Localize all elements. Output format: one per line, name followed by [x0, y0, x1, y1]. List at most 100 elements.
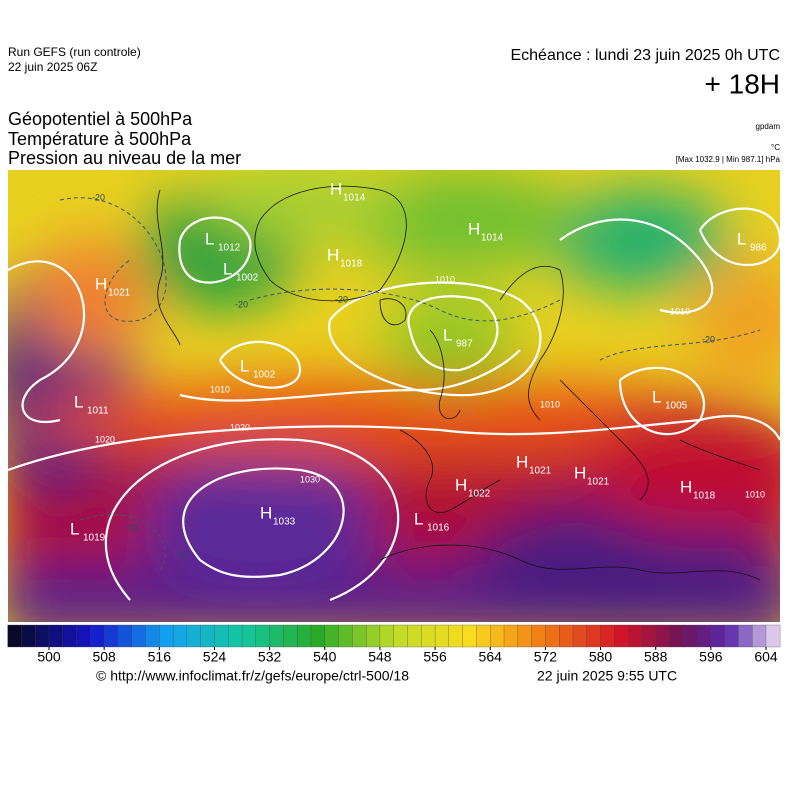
contour-label: 1010	[745, 489, 765, 499]
run-date: 22 juin 2025 06Z	[8, 60, 97, 74]
contour-label: 1020	[230, 422, 250, 432]
center-value: 1033	[273, 517, 296, 528]
colorbar-cell	[76, 624, 91, 648]
colorbar-cell	[62, 624, 78, 648]
colorbar-cell	[531, 624, 546, 648]
colorbar-cell	[241, 624, 257, 648]
source: © http://www.infoclimat.fr/z/gefs/europe…	[96, 668, 409, 684]
colorbar-cell	[476, 624, 491, 648]
center-value: 1016	[427, 523, 450, 534]
colorbar-cell	[738, 624, 753, 648]
center-type: L	[240, 356, 249, 375]
colorbar-cell	[283, 624, 298, 648]
center-value: 1012	[218, 243, 241, 254]
colorbar-cell	[517, 624, 533, 648]
center-value: 1014	[343, 193, 366, 204]
colorbar-cell	[21, 624, 36, 648]
center-type: L	[70, 519, 79, 538]
colorbar-cell	[696, 624, 712, 648]
contour-label: 1010	[540, 399, 560, 409]
colorbar-label: 524	[203, 649, 227, 665]
colorbar-cell	[186, 624, 202, 648]
colorbar-cell	[255, 624, 271, 648]
colorbar-cell	[572, 624, 588, 648]
unit: [Max 1032.9 | Min 987.1] hPa	[676, 155, 781, 164]
contour-label: -20	[335, 294, 348, 304]
colorbar-cell	[434, 624, 450, 648]
center-value: 1022	[468, 489, 491, 500]
colorbar-cell	[559, 624, 574, 648]
colorbar-cell	[503, 624, 519, 648]
unit: gpdam	[756, 122, 781, 131]
contour-label: -20	[702, 334, 715, 344]
colorbar-cell	[600, 624, 615, 648]
contour-label: 1030	[300, 474, 320, 484]
generated: 22 juin 2025 9:55 UTC	[537, 668, 677, 684]
colorbar-cell	[627, 624, 643, 648]
center-type: H	[455, 475, 467, 494]
contour-label: 1020	[95, 434, 115, 444]
center-value: 987	[456, 339, 473, 350]
center-value: 1018	[693, 491, 716, 502]
colorbar-cell	[200, 624, 215, 648]
center-value: 1002	[253, 370, 276, 381]
colorbar-cell	[310, 624, 326, 648]
colorbar-cell	[379, 624, 395, 648]
colorbar-cell	[90, 624, 105, 648]
unit: °C	[771, 143, 780, 152]
colorbar-cell	[35, 624, 50, 648]
center-value: 1018	[340, 259, 363, 270]
lead-time: + 18H	[705, 68, 781, 99]
title: Géopotentiel à 500hPa	[8, 109, 193, 129]
colorbar-cell	[7, 624, 22, 648]
center-type: H	[260, 503, 272, 522]
colorbar-cell	[641, 624, 657, 648]
colorbar-cell	[683, 624, 698, 648]
colorbar-cell	[407, 624, 422, 648]
colorbar-cell	[117, 624, 133, 648]
colorbar-cell	[104, 624, 119, 648]
colorbar-cell	[421, 624, 436, 648]
colorbar-cell	[393, 624, 408, 648]
contour-label: -10	[125, 522, 138, 532]
colorbar-cell	[765, 624, 781, 648]
colorbar-label: 572	[534, 649, 558, 665]
center-type: L	[443, 325, 452, 344]
center-value: 986	[750, 243, 767, 254]
colorbar-cell	[490, 624, 505, 648]
contour-label: -10	[175, 549, 188, 559]
center-type: H	[95, 274, 107, 293]
colorbar-label: 516	[148, 649, 172, 665]
center-value: 1019	[83, 533, 106, 544]
colorbar-cell	[586, 624, 601, 648]
contour-label: 1010	[210, 384, 230, 394]
colorbar-cell	[228, 624, 243, 648]
center-value: 1011	[87, 406, 109, 417]
contour-label: 1010	[670, 306, 690, 316]
center-type: H	[327, 245, 339, 264]
center-type: H	[574, 463, 586, 482]
run: Run GEFS (run controle)	[8, 45, 141, 59]
center-type: L	[652, 387, 661, 406]
center-type: L	[737, 229, 746, 248]
colorbar-cell	[172, 624, 188, 648]
center-type: H	[468, 219, 480, 238]
center-type: L	[223, 259, 232, 278]
colorbar-cell	[131, 624, 146, 648]
contour-label: -20	[235, 299, 248, 309]
colorbar-label: 556	[423, 649, 447, 665]
center-value: 1021	[529, 466, 552, 477]
contour-label: -20	[92, 192, 105, 202]
colorbar-label: 604	[754, 649, 778, 665]
colorbar-cell	[752, 624, 767, 648]
colorbar-label: 548	[368, 649, 392, 665]
colorbar: 500 508 516 524 532 540 548 556 564 572 580 588 596 6…	[7, 624, 781, 665]
colorbar-cell	[710, 624, 726, 648]
colorbar-cell	[655, 624, 670, 648]
center-value: 1021	[587, 477, 610, 488]
center-type: L	[74, 392, 83, 411]
colorbar-cell	[324, 624, 340, 648]
colorbar-cell	[269, 624, 284, 648]
